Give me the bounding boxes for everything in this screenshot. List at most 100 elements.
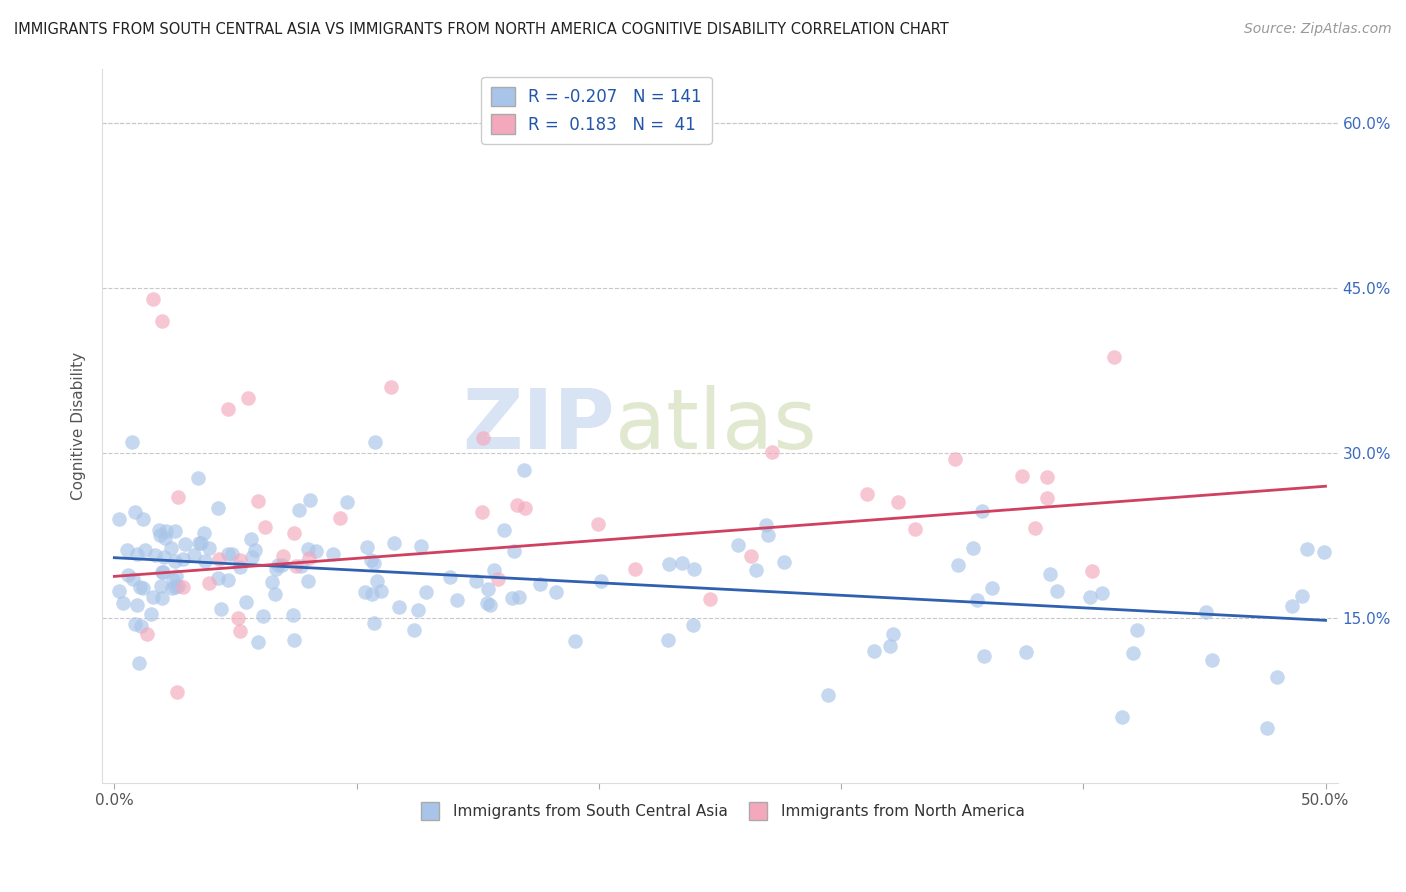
Point [246, 494, 269, 508]
Point [945, 451, 967, 466]
Point [235, 595, 257, 609]
Point [1201, 653, 1223, 667]
Point [882, 627, 904, 641]
Point [586, 517, 609, 532]
Point [165, 580, 187, 594]
Point [172, 580, 194, 594]
Point [108, 583, 131, 598]
Point [484, 563, 506, 577]
Point [243, 542, 266, 557]
Point [281, 608, 304, 623]
Point [506, 498, 529, 512]
Point [388, 599, 411, 614]
Point [384, 536, 406, 550]
Point [160, 582, 183, 596]
Point [159, 541, 181, 555]
Point [1122, 646, 1144, 660]
Point [1091, 586, 1114, 600]
Legend: Immigrants from South Central Asia, Immigrants from North America: Immigrants from South Central Asia, Immi… [409, 798, 1031, 825]
Point [363, 616, 385, 631]
Point [406, 603, 429, 617]
Point [208, 552, 231, 566]
Point [190, 536, 212, 550]
Point [122, 572, 145, 586]
Point [131, 581, 153, 595]
Point [727, 538, 749, 552]
Point [329, 511, 352, 525]
Point [240, 550, 263, 565]
Point [370, 584, 392, 599]
Point [1039, 567, 1062, 582]
Point [756, 528, 779, 542]
Point [166, 685, 188, 699]
Point [682, 617, 704, 632]
Point [363, 556, 385, 570]
Text: ZIP: ZIP [463, 385, 614, 467]
Point [124, 617, 146, 632]
Point [360, 552, 382, 566]
Point [127, 598, 149, 612]
Point [1265, 670, 1288, 684]
Point [471, 431, 494, 445]
Point [1194, 605, 1216, 619]
Point [183, 548, 205, 562]
Point [198, 575, 221, 590]
Point [904, 522, 927, 536]
Point [297, 541, 319, 556]
Point [254, 519, 277, 533]
Point [173, 536, 195, 550]
Point [305, 544, 328, 558]
Point [591, 574, 613, 588]
Point [217, 548, 239, 562]
Point [135, 627, 157, 641]
Point [887, 495, 910, 509]
Point [409, 539, 432, 553]
Point [966, 592, 988, 607]
Y-axis label: Cognitive Disability: Cognitive Disability [72, 351, 86, 500]
Point [658, 558, 681, 572]
Point [193, 526, 215, 541]
Point [142, 293, 165, 307]
Point [264, 587, 287, 601]
Point [354, 585, 377, 599]
Point [153, 531, 176, 545]
Point [207, 500, 229, 515]
Point [236, 392, 259, 406]
Point [162, 573, 184, 587]
Point [478, 599, 501, 613]
Point [267, 558, 290, 573]
Point [209, 601, 232, 615]
Point [112, 596, 135, 610]
Point [501, 591, 523, 606]
Text: atlas: atlas [614, 385, 817, 467]
Point [187, 471, 209, 485]
Point [260, 574, 283, 589]
Point [149, 528, 172, 542]
Point [475, 596, 498, 610]
Point [657, 633, 679, 648]
Point [529, 577, 551, 591]
Point [1024, 520, 1046, 534]
Point [544, 584, 567, 599]
Point [165, 568, 187, 582]
Point [121, 435, 143, 450]
Point [972, 503, 994, 517]
Point [1291, 589, 1313, 603]
Point [856, 487, 879, 501]
Point [285, 559, 308, 574]
Point [167, 579, 190, 593]
Point [1104, 350, 1126, 364]
Point [464, 574, 486, 589]
Point [1111, 710, 1133, 724]
Point [1312, 545, 1334, 559]
Point [322, 547, 344, 561]
Point [271, 549, 294, 564]
Point [1036, 470, 1059, 484]
Point [817, 688, 839, 702]
Point [745, 563, 768, 577]
Point [229, 559, 252, 574]
Point [165, 524, 187, 539]
Point [226, 611, 249, 625]
Point [1256, 721, 1278, 735]
Point [143, 548, 166, 562]
